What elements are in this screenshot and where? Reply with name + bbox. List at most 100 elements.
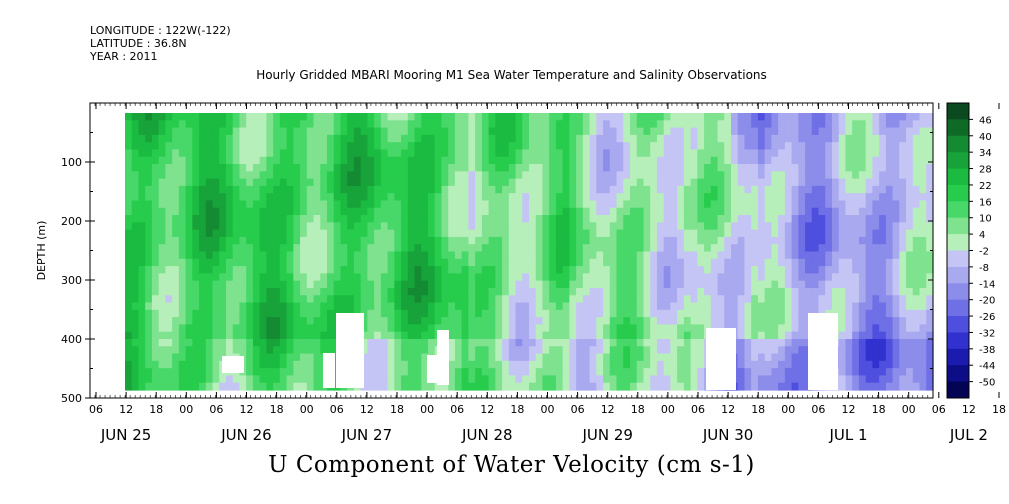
heatmap-cell: [454, 331, 463, 340]
heatmap-cell: [784, 222, 793, 231]
heatmap-cell: [219, 193, 227, 202]
heatmap-cell: [495, 120, 503, 129]
heatmap-cell: [488, 338, 496, 347]
heatmap-cell: [428, 317, 436, 325]
heatmap-cell: [555, 353, 564, 362]
heatmap-cell: [764, 215, 772, 223]
heatmap-cell: [286, 200, 294, 209]
heatmap-cell: [677, 207, 685, 216]
heatmap-cell: [656, 207, 665, 216]
heatmap-cell: [535, 266, 544, 274]
heatmap-cell: [145, 120, 153, 129]
heatmap-cell: [448, 222, 456, 231]
heatmap-cell: [650, 251, 658, 260]
heatmap-cell: [609, 149, 618, 158]
heatmap-cell: [259, 229, 267, 238]
heatmap-cell: [145, 258, 153, 267]
heatmap-cell: [757, 338, 766, 347]
heatmap-cell: [347, 302, 355, 311]
heatmap-cell: [172, 251, 180, 260]
heatmap-cell: [226, 215, 234, 223]
heatmap-cell: [818, 273, 826, 282]
heatmap-cell: [259, 207, 267, 216]
heatmap-cell: [212, 142, 220, 151]
heatmap-cell: [515, 193, 523, 202]
heatmap-cell: [650, 258, 658, 267]
heatmap-cell: [367, 324, 375, 333]
heatmap-cell: [131, 353, 140, 362]
heatmap-cell: [926, 375, 934, 384]
heatmap-cell: [744, 134, 752, 143]
heatmap-cell: [380, 309, 389, 318]
heatmap-cell: [845, 258, 853, 267]
heatmap-cell: [212, 134, 220, 143]
heatmap-cell: [717, 149, 725, 158]
heatmap-cell: [502, 200, 510, 209]
heatmap-cell: [656, 338, 665, 347]
heatmap-cell: [151, 346, 160, 355]
heatmap-cell: [508, 375, 517, 384]
heatmap-cell: [771, 331, 779, 340]
heatmap-cell: [387, 236, 395, 245]
x-hour-label: 00: [902, 403, 916, 416]
heatmap-cell: [805, 295, 813, 304]
heatmap-cell: [306, 382, 315, 391]
heatmap-cell: [576, 258, 584, 267]
heatmap-cell: [899, 331, 907, 340]
heatmap-cell: [145, 375, 153, 384]
heatmap-cell: [845, 273, 853, 282]
heatmap-cell: [838, 360, 847, 369]
heatmap-cell: [636, 207, 645, 216]
x-hour-label: 18: [872, 403, 886, 416]
heatmap-cell: [205, 346, 214, 355]
heatmap-cell: [858, 149, 867, 158]
heatmap-cell: [172, 324, 180, 333]
heatmap-cell: [656, 113, 665, 121]
heatmap-cell: [273, 142, 281, 151]
heatmap-cell: [636, 324, 645, 333]
heatmap-cell: [441, 156, 449, 165]
heatmap-cell: [825, 295, 833, 304]
heatmap-cell: [286, 353, 294, 362]
heatmap-cell: [320, 178, 328, 187]
heatmap-cell: [798, 309, 806, 318]
heatmap-cell: [643, 142, 651, 151]
heatmap-cell: [751, 353, 759, 362]
heatmap-cell: [892, 360, 900, 369]
heatmap-cell: [246, 302, 254, 311]
heatmap-cell: [347, 134, 355, 143]
heatmap-cell: [212, 164, 220, 172]
heatmap-cell: [892, 375, 900, 384]
heatmap-cell: [737, 353, 746, 362]
heatmap-cell: [219, 236, 227, 245]
heatmap-cell: [778, 236, 786, 245]
heatmap-cell: [441, 164, 449, 172]
heatmap-cell: [488, 258, 496, 267]
heatmap-cell: [300, 215, 308, 223]
heatmap-cell: [454, 287, 463, 296]
heatmap-cell: [165, 193, 173, 202]
heatmap-cell: [697, 251, 705, 260]
heatmap-cell: [926, 382, 934, 391]
heatmap-cell: [475, 251, 483, 260]
heatmap-cell: [697, 324, 705, 333]
heatmap-cell: [858, 375, 867, 384]
heatmap-cell: [414, 229, 422, 238]
heatmap-cell: [731, 164, 739, 172]
heatmap-cell: [178, 215, 187, 223]
heatmap-cell: [603, 113, 611, 121]
heatmap-cell: [906, 346, 914, 355]
heatmap-cell: [919, 258, 927, 267]
heatmap-cell: [529, 331, 537, 340]
heatmap-cell: [522, 156, 530, 165]
heatmap-cell: [562, 360, 570, 369]
heatmap-cell: [401, 215, 409, 223]
heatmap-cell: [327, 120, 335, 129]
heatmap-cell: [515, 382, 523, 391]
heatmap-cell: [279, 236, 288, 245]
heatmap-cell: [596, 280, 604, 289]
heatmap-cell: [542, 346, 550, 355]
heatmap-cell: [488, 113, 496, 121]
heatmap-cell: [259, 251, 267, 260]
heatmap-cell: [879, 127, 887, 136]
